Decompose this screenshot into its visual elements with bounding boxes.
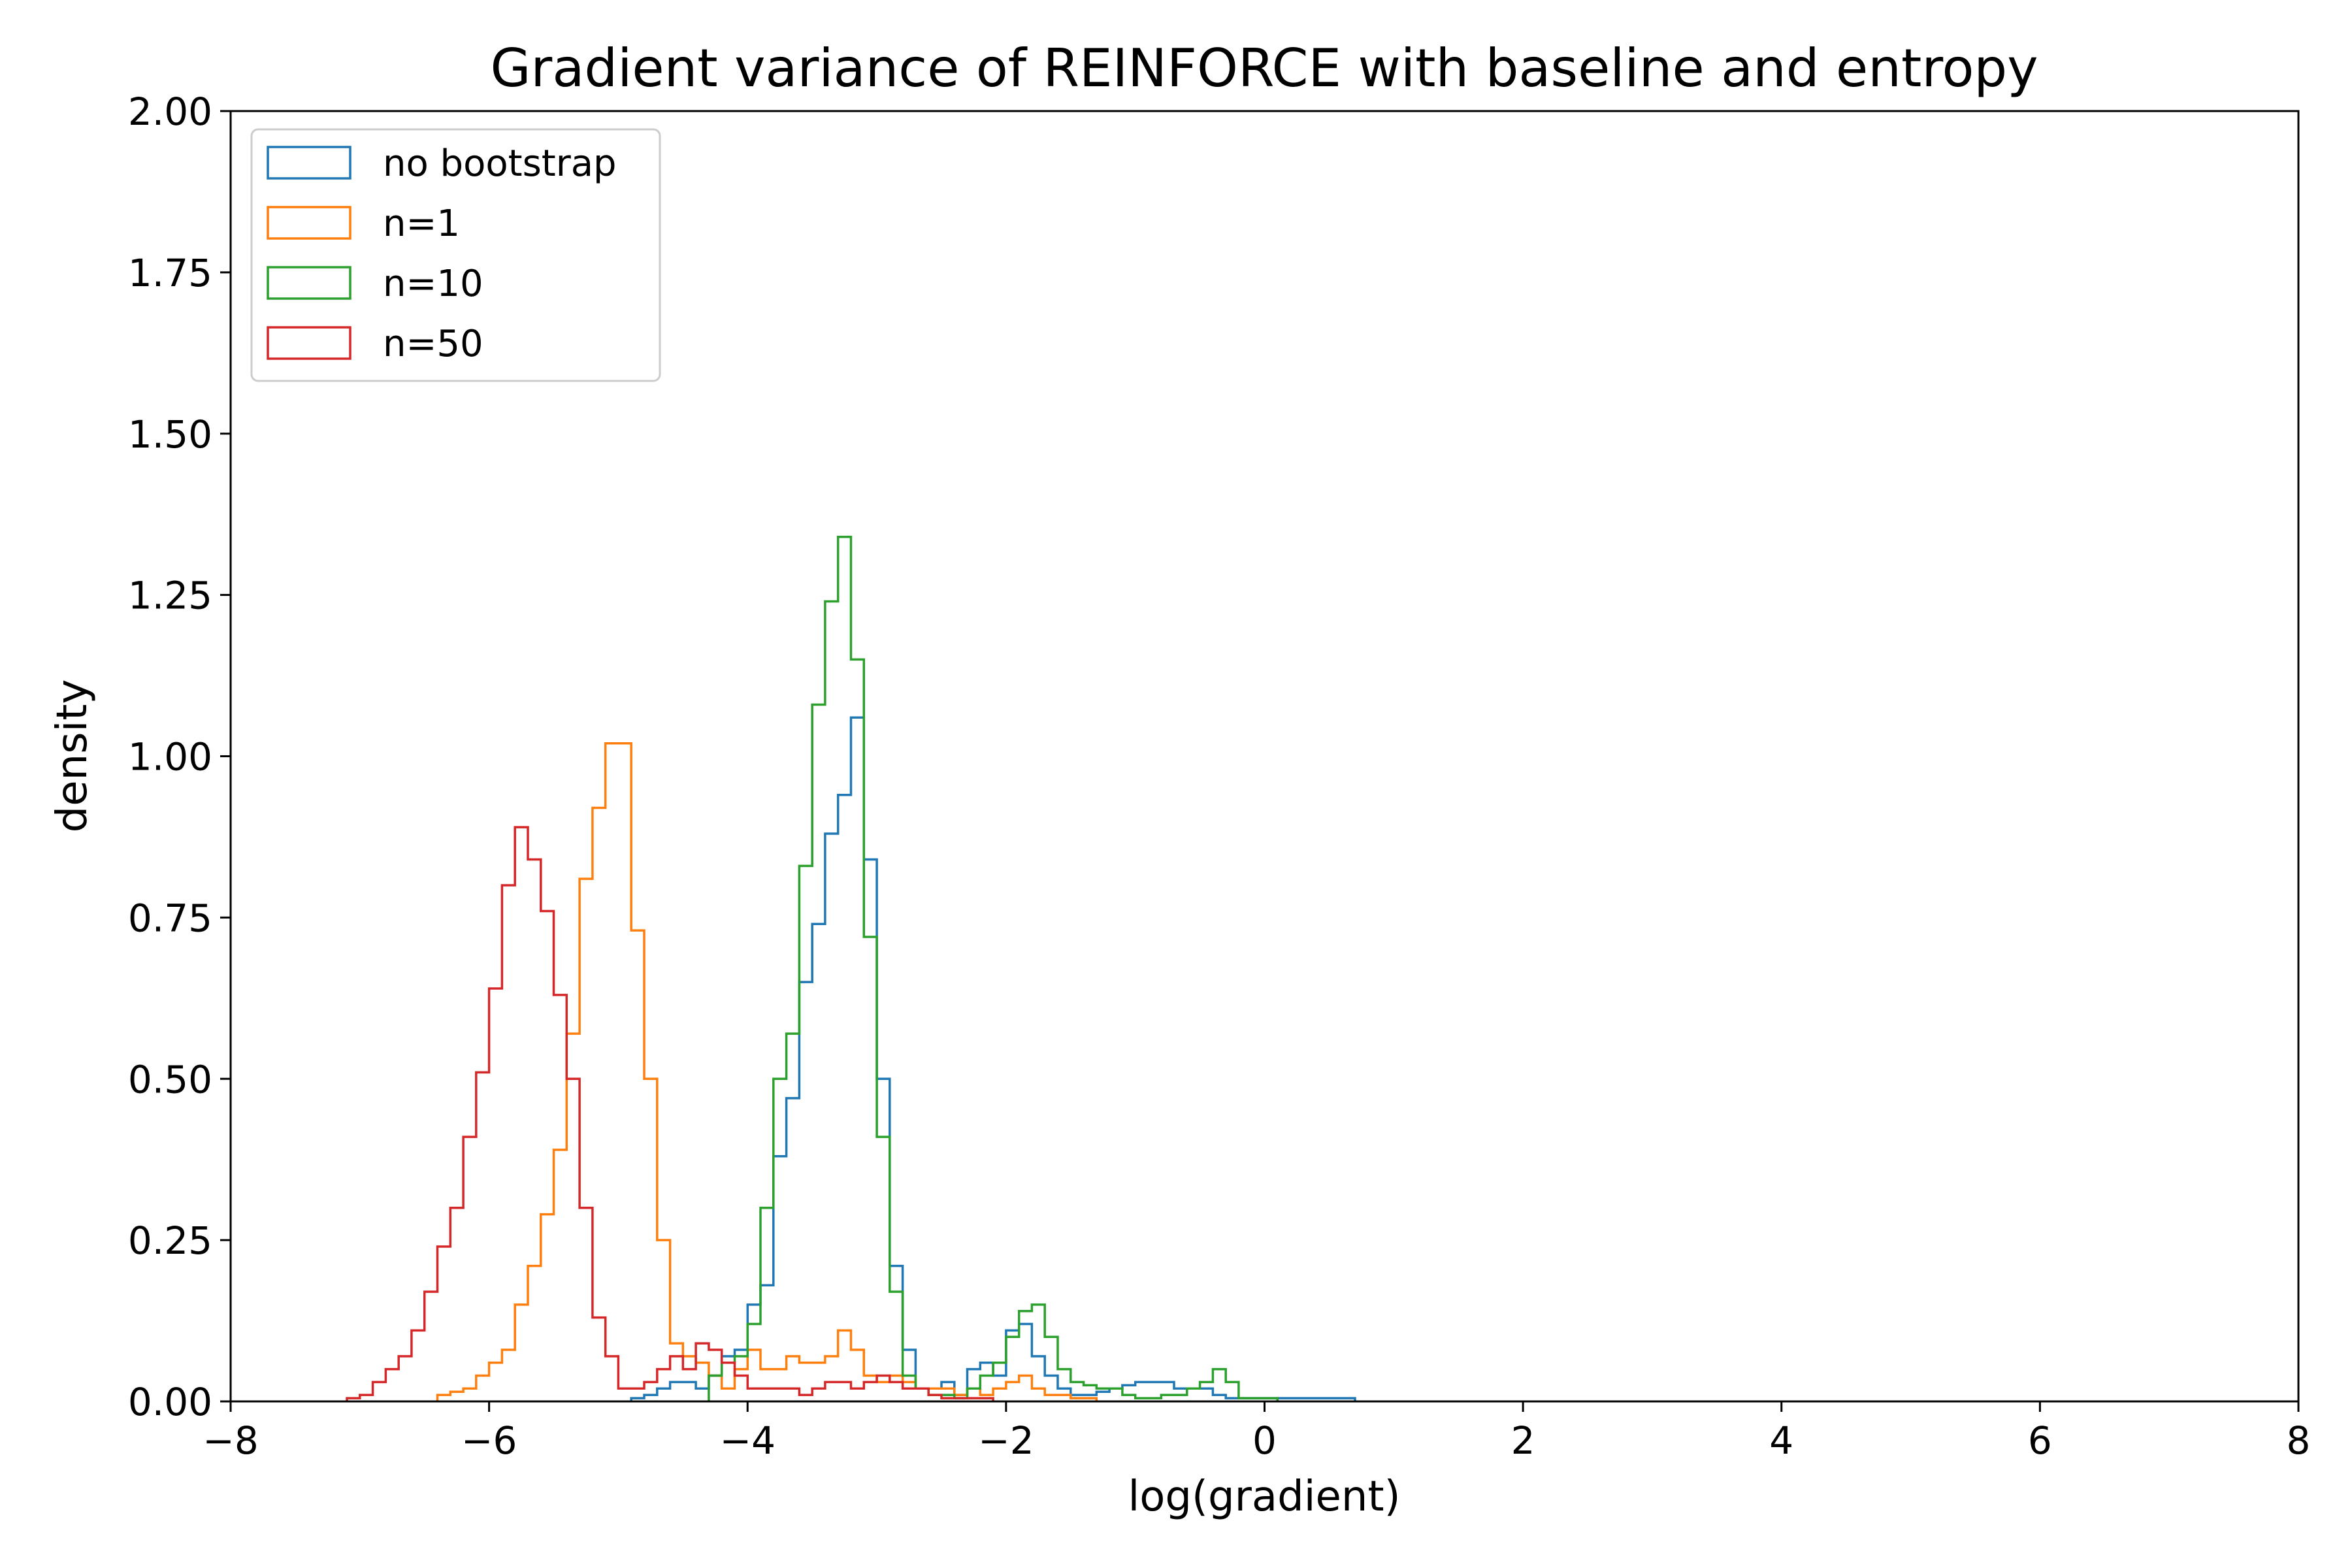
plot-frame (229, 110, 2300, 1403)
legend: no bootstrap n=1 n=10 n=50 (250, 128, 661, 382)
y-tick-label: 0.00 (128, 1380, 212, 1424)
legend-label-no-bootstrap: no bootstrap (383, 142, 617, 185)
legend-patch-n1 (267, 206, 351, 240)
x-tick-label: −4 (720, 1418, 776, 1463)
hist-series-3 (346, 826, 994, 1401)
x-tick-label: −8 (203, 1418, 259, 1463)
y-tick-label: 0.75 (128, 896, 212, 940)
x-tick-label: −2 (978, 1418, 1034, 1463)
y-tick-label: 1.50 (128, 412, 212, 457)
y-tick-label: 1.75 (128, 251, 212, 295)
x-axis-ticks: −8 −6 −4 −2 0 2 4 6 8 (203, 1401, 2310, 1463)
legend-patch-no-bootstrap (267, 146, 351, 180)
x-tick-label: 4 (1769, 1418, 1793, 1463)
y-tick-label: 1.25 (128, 574, 212, 618)
x-tick-label: 8 (2287, 1418, 2311, 1463)
legend-patch-n50 (267, 326, 351, 360)
legend-label-n50: n=50 (383, 323, 483, 365)
y-axis-label: density (48, 679, 97, 833)
y-tick-label: 2.00 (128, 90, 212, 134)
x-tick-label: 6 (2028, 1418, 2052, 1463)
x-tick-label: −6 (461, 1418, 517, 1463)
legend-label-n10: n=10 (383, 263, 483, 305)
y-tick-label: 0.50 (128, 1057, 212, 1102)
x-axis-label: log(gradient) (1128, 1473, 1400, 1521)
y-axis-ticks: 0.00 0.25 0.50 0.75 1.00 1.25 1.50 1.75 2.00 (128, 90, 231, 1424)
y-tick-label: 0.25 (128, 1218, 212, 1263)
legend-label-n1: n=1 (383, 203, 460, 245)
x-tick-label: 0 (1252, 1418, 1277, 1463)
x-tick-label: 2 (1511, 1418, 1535, 1463)
y-tick-label: 1.00 (128, 735, 212, 779)
legend-frame (250, 128, 661, 382)
hist-series-2 (708, 536, 1279, 1401)
legend-patch-n10 (267, 266, 351, 300)
histogram-series-layer (346, 536, 1356, 1401)
chart-title: Gradient variance of REINFORCE with base… (490, 38, 2038, 99)
